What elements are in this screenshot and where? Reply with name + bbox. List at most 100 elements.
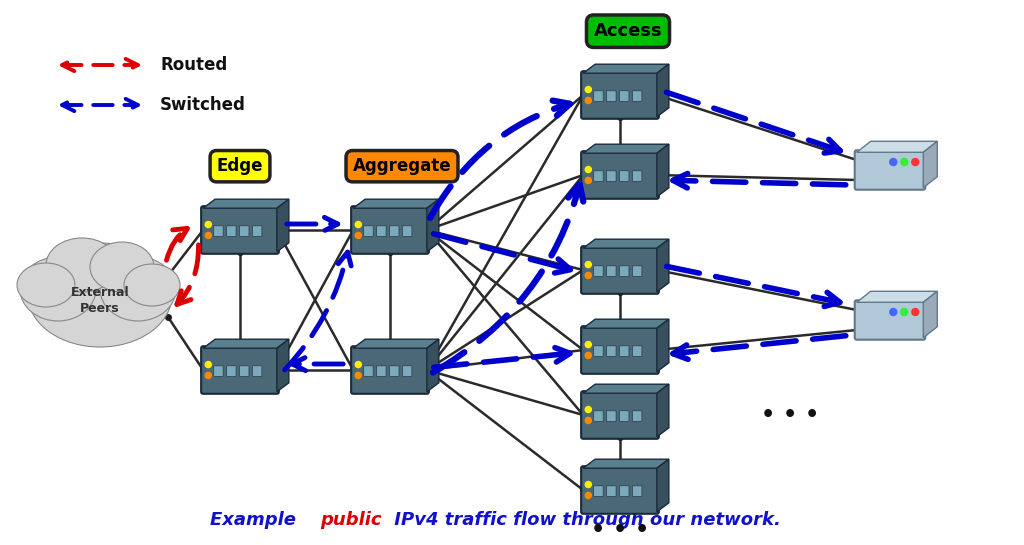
Circle shape	[586, 98, 591, 104]
FancyBboxPatch shape	[252, 366, 262, 377]
Polygon shape	[353, 199, 439, 208]
FancyBboxPatch shape	[594, 171, 603, 181]
FancyBboxPatch shape	[633, 266, 642, 276]
Polygon shape	[427, 199, 439, 252]
Polygon shape	[203, 199, 289, 208]
FancyBboxPatch shape	[214, 366, 223, 377]
Polygon shape	[924, 141, 937, 187]
FancyBboxPatch shape	[620, 91, 629, 101]
FancyBboxPatch shape	[582, 71, 658, 119]
Polygon shape	[857, 291, 937, 302]
Circle shape	[901, 308, 908, 316]
Text: public: public	[319, 511, 382, 529]
Polygon shape	[583, 239, 669, 248]
Text: External
Peers: External Peers	[71, 286, 129, 314]
FancyBboxPatch shape	[252, 226, 262, 237]
FancyBboxPatch shape	[364, 366, 373, 377]
FancyBboxPatch shape	[240, 226, 249, 237]
Text: Switched: Switched	[160, 96, 246, 114]
FancyBboxPatch shape	[855, 300, 926, 340]
Circle shape	[890, 159, 897, 166]
Polygon shape	[276, 339, 289, 392]
FancyBboxPatch shape	[620, 346, 629, 356]
FancyBboxPatch shape	[582, 326, 658, 374]
Polygon shape	[656, 384, 669, 437]
Circle shape	[586, 492, 591, 499]
FancyBboxPatch shape	[582, 466, 658, 514]
Polygon shape	[656, 319, 669, 372]
FancyBboxPatch shape	[214, 226, 223, 237]
Polygon shape	[857, 141, 937, 152]
FancyBboxPatch shape	[633, 346, 642, 356]
FancyBboxPatch shape	[582, 151, 658, 199]
Circle shape	[355, 221, 361, 228]
FancyBboxPatch shape	[606, 411, 616, 421]
FancyBboxPatch shape	[402, 366, 412, 377]
FancyBboxPatch shape	[377, 366, 386, 377]
Text: Access: Access	[594, 22, 663, 40]
Circle shape	[901, 159, 908, 166]
FancyBboxPatch shape	[582, 391, 658, 439]
FancyBboxPatch shape	[606, 346, 616, 356]
FancyBboxPatch shape	[620, 411, 629, 421]
Ellipse shape	[17, 263, 75, 307]
FancyBboxPatch shape	[582, 246, 658, 294]
FancyBboxPatch shape	[389, 226, 399, 237]
FancyBboxPatch shape	[389, 366, 399, 377]
FancyBboxPatch shape	[240, 366, 249, 377]
Circle shape	[586, 342, 591, 348]
Circle shape	[205, 361, 211, 367]
Polygon shape	[583, 64, 669, 73]
Ellipse shape	[124, 264, 180, 306]
Polygon shape	[656, 64, 669, 117]
Polygon shape	[353, 339, 439, 348]
FancyBboxPatch shape	[620, 171, 629, 181]
FancyBboxPatch shape	[351, 346, 429, 394]
FancyBboxPatch shape	[226, 366, 237, 377]
Ellipse shape	[46, 238, 118, 292]
Circle shape	[586, 87, 591, 93]
Ellipse shape	[28, 243, 172, 347]
Polygon shape	[656, 144, 669, 197]
Circle shape	[586, 417, 591, 423]
FancyBboxPatch shape	[201, 206, 279, 254]
Text: Routed: Routed	[160, 56, 227, 74]
FancyBboxPatch shape	[633, 171, 642, 181]
Text: • • •: • • •	[591, 520, 649, 540]
Circle shape	[355, 372, 361, 378]
Circle shape	[205, 372, 211, 378]
FancyBboxPatch shape	[226, 226, 237, 237]
FancyBboxPatch shape	[633, 411, 642, 421]
FancyBboxPatch shape	[606, 171, 616, 181]
Circle shape	[911, 159, 919, 166]
FancyBboxPatch shape	[620, 486, 629, 496]
FancyBboxPatch shape	[606, 486, 616, 496]
Circle shape	[890, 308, 897, 316]
FancyBboxPatch shape	[201, 346, 279, 394]
FancyBboxPatch shape	[402, 226, 412, 237]
FancyBboxPatch shape	[364, 226, 373, 237]
FancyBboxPatch shape	[594, 266, 603, 276]
Circle shape	[586, 481, 591, 488]
Circle shape	[586, 262, 591, 268]
Circle shape	[586, 167, 591, 173]
Polygon shape	[656, 239, 669, 292]
Polygon shape	[583, 144, 669, 153]
Ellipse shape	[90, 242, 154, 292]
Circle shape	[911, 308, 919, 316]
FancyBboxPatch shape	[594, 91, 603, 101]
Text: Edge: Edge	[217, 157, 263, 175]
Circle shape	[586, 353, 591, 359]
Polygon shape	[583, 459, 669, 468]
FancyBboxPatch shape	[594, 411, 603, 421]
FancyBboxPatch shape	[620, 266, 629, 276]
Ellipse shape	[20, 257, 96, 321]
Circle shape	[586, 178, 591, 184]
Polygon shape	[583, 319, 669, 328]
Circle shape	[355, 361, 361, 367]
Polygon shape	[203, 339, 289, 348]
FancyBboxPatch shape	[606, 266, 616, 276]
FancyBboxPatch shape	[377, 226, 386, 237]
FancyBboxPatch shape	[855, 150, 926, 190]
Text: • • •: • • •	[761, 405, 819, 425]
